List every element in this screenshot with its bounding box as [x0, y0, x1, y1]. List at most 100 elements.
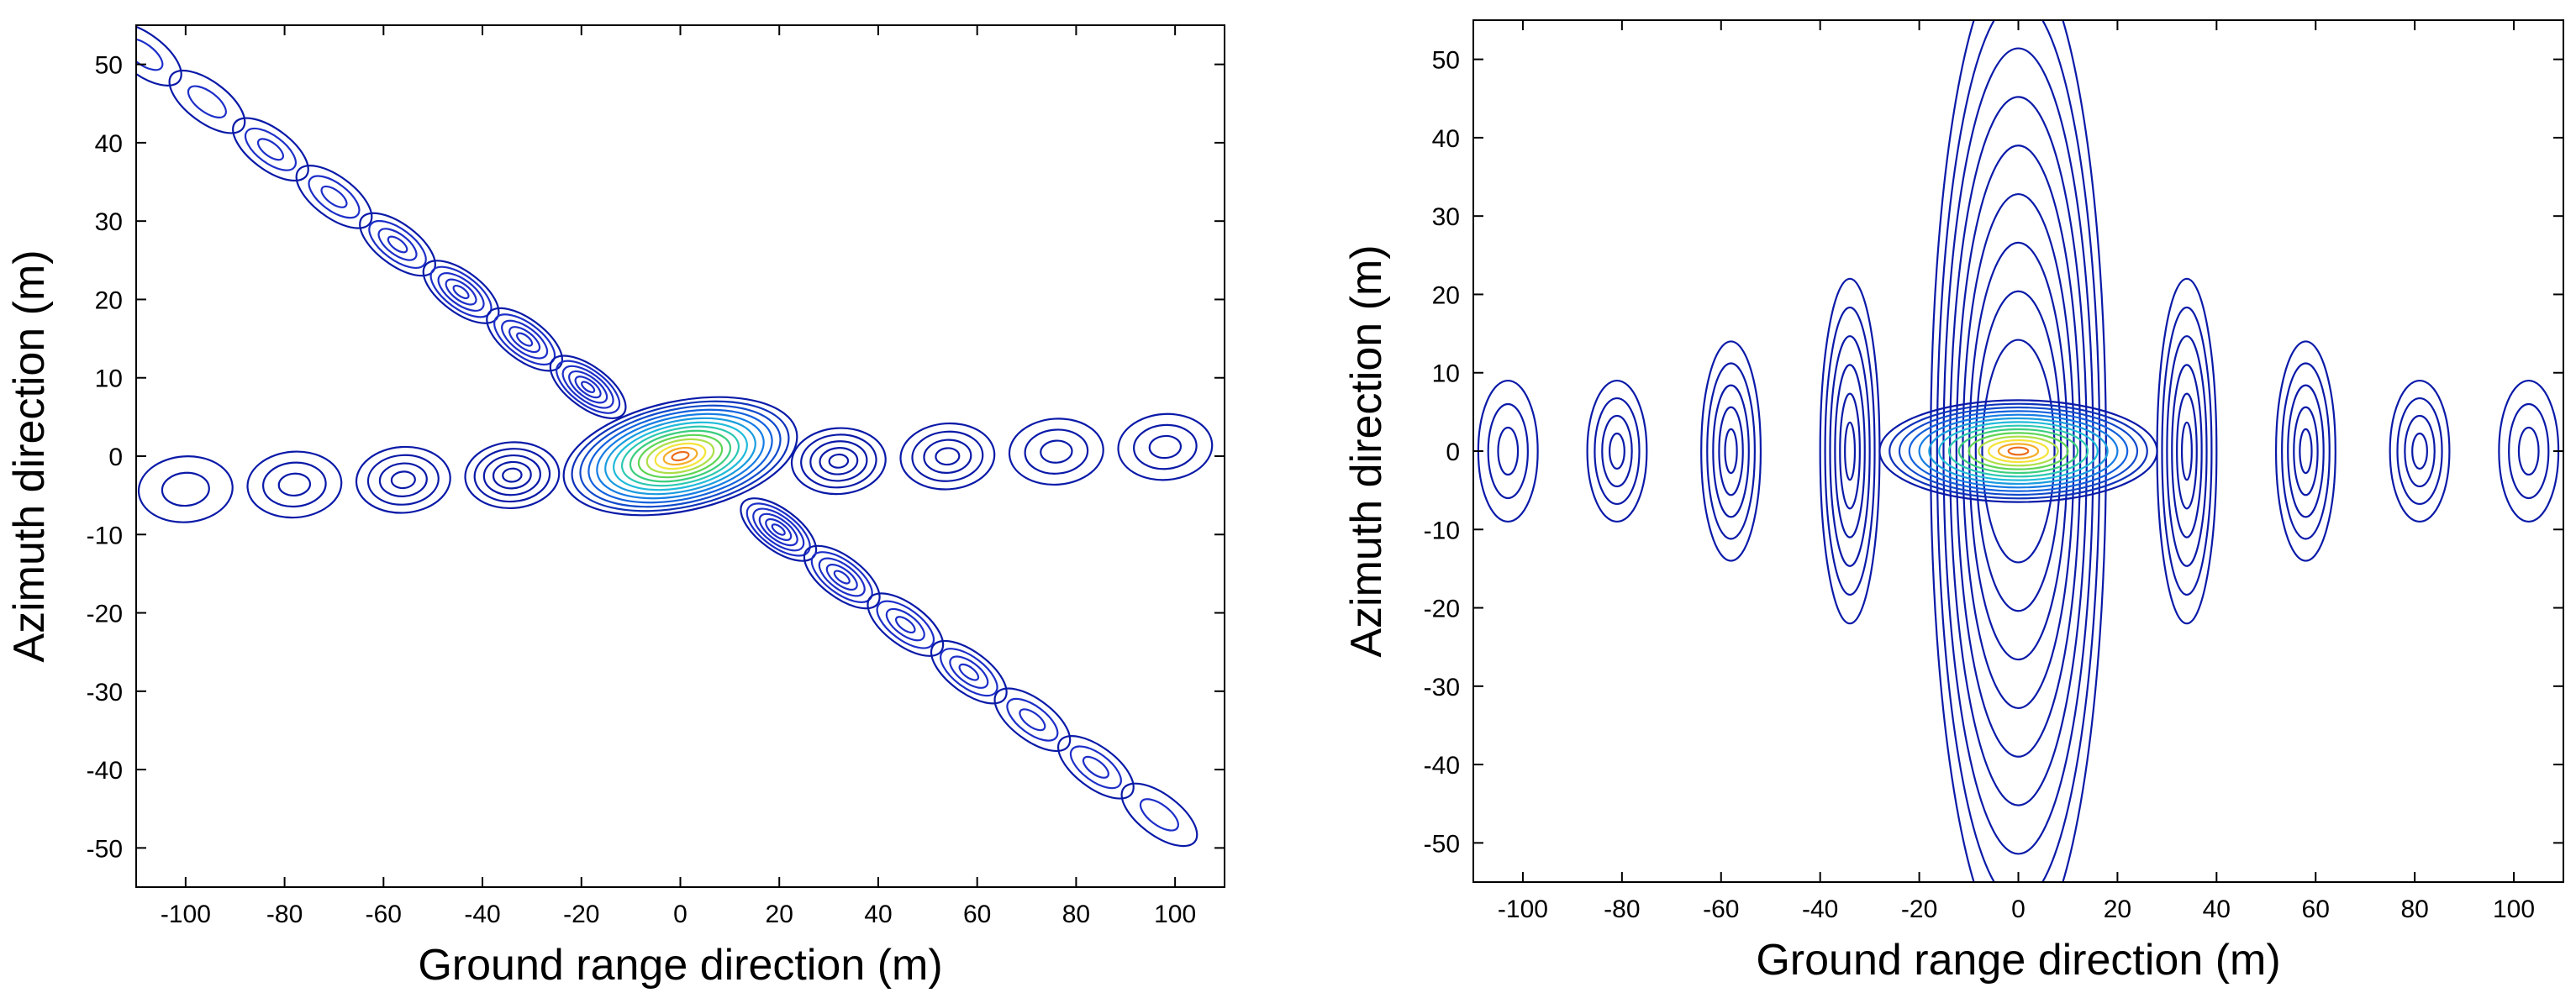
sidelobe-contour [137, 455, 234, 523]
sidelobe-contour [771, 523, 786, 536]
mainlobe-contour [1908, 410, 2129, 492]
sidelobe-contour [833, 570, 851, 585]
sidelobe-contour [568, 370, 608, 404]
sidelobe-contour [136, 25, 182, 87]
sidelobe-contour [894, 616, 916, 634]
sidelobe-contour [516, 332, 534, 347]
sidelobe-contour [825, 564, 858, 591]
sidelobe-contour [828, 453, 850, 469]
sidelobe-contour [803, 544, 881, 610]
sidelobe-contour [765, 517, 793, 541]
sidelobe-contour [758, 512, 798, 547]
x-tick-label: 40 [2203, 896, 2231, 923]
mainlobe-contour [671, 450, 690, 462]
azimuth-sidelobe-contour [1930, 20, 2107, 882]
x-tick-label: 100 [1154, 901, 1196, 928]
y-tick-label: -30 [87, 679, 123, 706]
x-tick-label: 80 [2400, 896, 2428, 923]
mainlobe-contour [637, 433, 724, 479]
sidelobe-contour [2396, 397, 2443, 506]
sidelobe-contour [561, 365, 614, 409]
x-tick-label: -40 [464, 901, 500, 928]
y-tick-label: -50 [87, 835, 123, 863]
y-tick-label: -30 [1424, 674, 1460, 701]
mainlobe-contour [596, 412, 765, 500]
y-tick-label: 40 [1432, 125, 1460, 153]
sidelobe-contour [1834, 364, 1866, 538]
sidelobe-contour [800, 433, 877, 489]
x-tick-label: 100 [2493, 896, 2535, 923]
sidelobe-contour [1609, 432, 1625, 470]
sidelobe-contour [1844, 421, 1857, 481]
sidelobe-contour [752, 507, 805, 552]
sidelobe-contour [2299, 428, 2313, 475]
x-tick-label: 40 [864, 901, 892, 928]
sidelobe-contour [2293, 406, 2319, 496]
sidelobe-contour [1117, 412, 1214, 481]
sidelobe-contour [993, 687, 1072, 753]
sidelobe-contour [1700, 340, 1762, 562]
sidelobe-contour [911, 430, 984, 482]
sidelobe-contour [1724, 428, 1738, 475]
sidelobe-contour [1082, 755, 1109, 779]
y-tick-label: -50 [1424, 830, 1460, 858]
x-tick-label: -20 [1901, 896, 1937, 923]
sidelobe-contour [1601, 414, 1633, 488]
mainlobe-contour [562, 396, 798, 517]
x-tick-label: -100 [161, 901, 211, 928]
sidelobe-contour [445, 278, 477, 306]
sidelobe-contour [256, 138, 285, 161]
sidelobe-contour [1056, 735, 1135, 800]
x-tick-label: 0 [2011, 896, 2026, 923]
sidelobe-contour [452, 284, 470, 300]
sidelobe-contour [368, 219, 427, 269]
sidelobe-contour [885, 607, 925, 642]
sidelobe-contour [136, 37, 164, 71]
x-axis-label: Ground range direction (m) [418, 941, 942, 990]
sidelobe-contour [949, 655, 989, 689]
sidelobe-contour [387, 235, 408, 254]
sidelobe-contour [2180, 421, 2193, 481]
sidelobe-contour [2411, 432, 2428, 470]
x-tick-label: 80 [1062, 901, 1090, 928]
y-tick-label: -10 [1424, 517, 1460, 544]
sidelobe-contour [473, 448, 551, 503]
azimuth-sidelobe-contour [1936, 20, 2101, 882]
contour-lines [136, 25, 1214, 848]
y-tick-label: 50 [1432, 47, 1460, 75]
azimuth-sidelobe-contour [1949, 96, 2088, 806]
contour-lines [1477, 20, 2560, 882]
mainlobe-contour [620, 425, 740, 487]
sidelobe-contour [502, 467, 523, 483]
mainlobe-contour [1997, 443, 2040, 460]
sidelobe-contour [168, 69, 246, 134]
mainlobe-contour [645, 438, 715, 475]
sidelobe-contour [581, 381, 596, 394]
sidelobe-contour [390, 470, 416, 490]
sidelobe-contour [1148, 434, 1183, 460]
x-tick-label: -20 [563, 901, 599, 928]
mainlobe-contour [1988, 439, 2049, 464]
y-tick-label: 20 [95, 286, 123, 314]
mainlobe-contour [662, 446, 698, 466]
sidelobe-contour [308, 175, 361, 219]
x-tick-label: 60 [2302, 896, 2330, 923]
y-tick-label: 50 [95, 52, 123, 80]
sidelobe-contour [2171, 364, 2203, 538]
sidelobe-contour [867, 592, 945, 657]
sidelobe-contour [930, 639, 1008, 705]
mainlobe-contour [1898, 406, 2139, 496]
y-tick-label: 0 [1446, 439, 1460, 466]
sidelobe-contour [809, 440, 868, 482]
sidelobe-contour [574, 376, 602, 399]
azimuth-sidelobe-contour [1955, 144, 2082, 758]
x-tick-label: -80 [1604, 896, 1640, 923]
sidelobe-contour [1819, 277, 1881, 625]
y-tick-label: 20 [1432, 281, 1460, 309]
contour-plot-right: -100 -80 -60 -40 -20 0 20 40 60 80 10050403020100-… [1342, 19, 2564, 985]
mainlobe-contour [579, 404, 782, 508]
mainlobe-contour [587, 408, 773, 504]
sidelobe-contour [2508, 402, 2550, 500]
sidelobe-contour [745, 502, 811, 557]
mainlobe-contour [2007, 446, 2030, 456]
